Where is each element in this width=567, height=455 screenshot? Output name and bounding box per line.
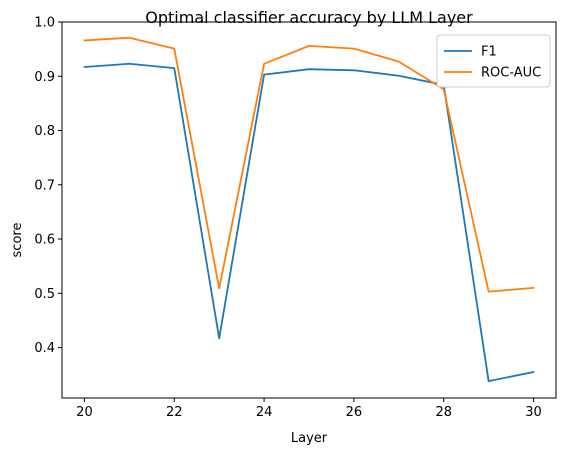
plot-frame <box>61 21 557 399</box>
x-tick-label: 26 <box>346 405 363 420</box>
x-tick-label: 28 <box>435 405 452 420</box>
chart-title: Optimal classifier accuracy by LLM Layer <box>145 8 473 27</box>
y-tick-label: 0.9 <box>34 70 55 85</box>
x-tick-label: 20 <box>76 405 93 420</box>
y-tick-label: 0.5 <box>34 287 55 302</box>
x-axis-label: Layer <box>291 431 328 446</box>
x-tick-label: 30 <box>525 405 542 420</box>
y-tick-label: 0.4 <box>34 341 55 356</box>
legend-box <box>436 34 551 88</box>
y-axis-label: score <box>10 223 25 258</box>
legend: F1 ROC-AUC <box>436 34 551 88</box>
x-tick-label: 22 <box>166 405 183 420</box>
series-line-1 <box>83 62 535 383</box>
y-tick-label: 0.6 <box>34 233 55 248</box>
legend-label-2: ROC-AUC <box>481 66 541 81</box>
legend-label-1: F1 <box>481 45 497 60</box>
y-tick-label: 0.8 <box>34 124 55 139</box>
x-tick-label: 24 <box>256 405 273 420</box>
y-tick-label: 0.7 <box>34 178 55 193</box>
y-tick-label: 1.0 <box>34 16 55 31</box>
series-line-2 <box>83 36 535 293</box>
